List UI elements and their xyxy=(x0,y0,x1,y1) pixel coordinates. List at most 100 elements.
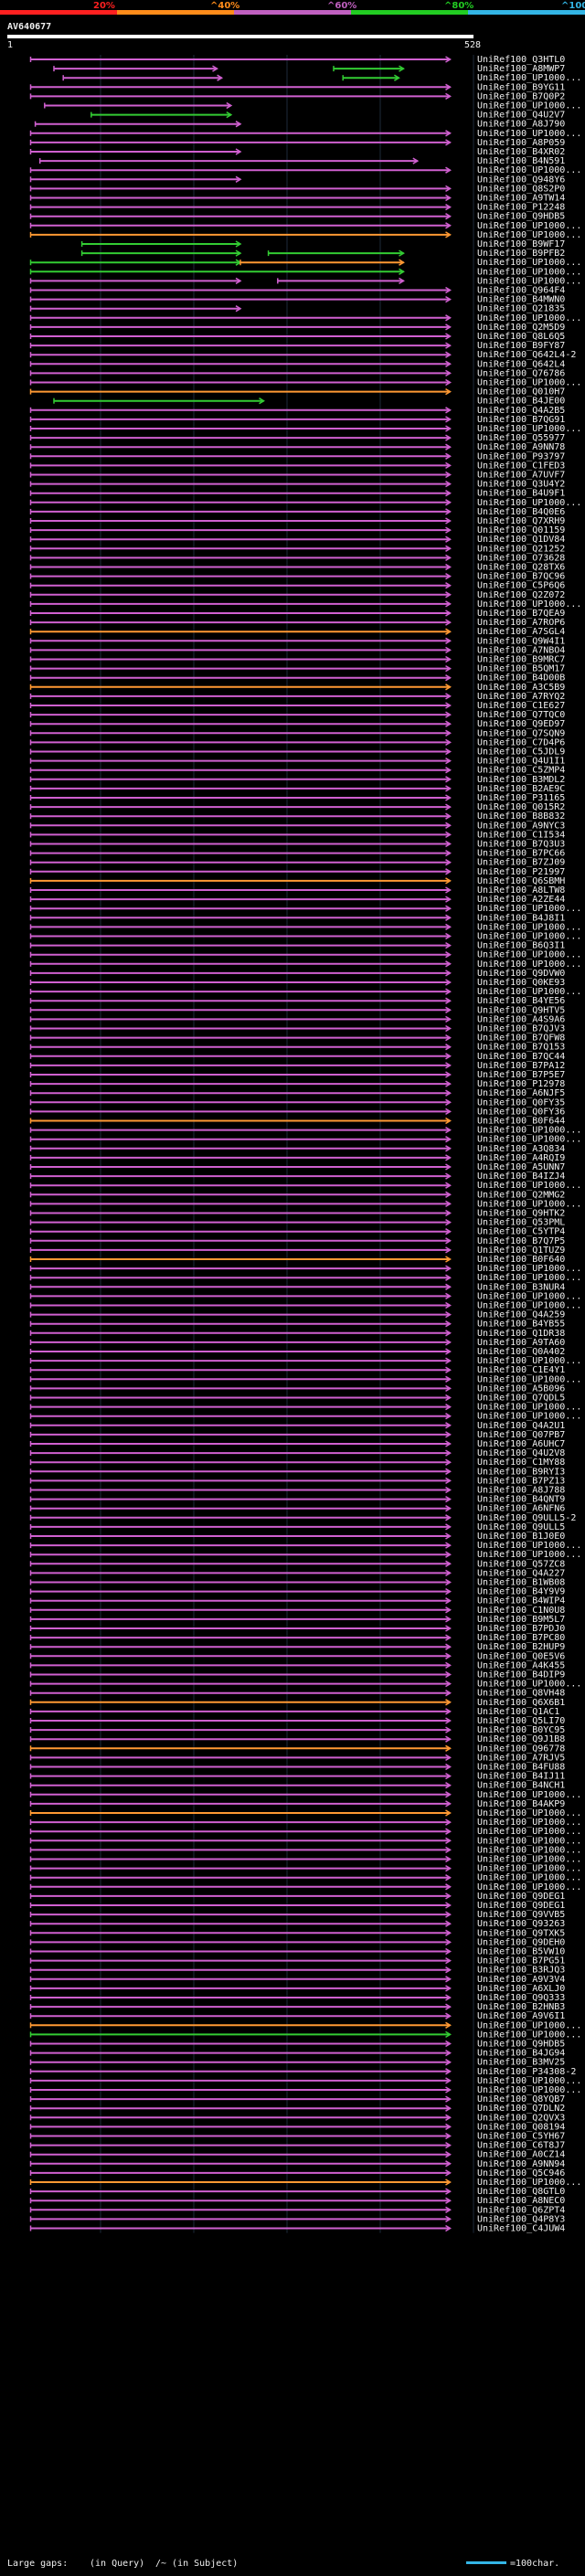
hit-label[interactable]: UniRef100_B4IZJ4 xyxy=(477,1171,565,1182)
hit-label[interactable]: UniRef100_Q2MMG2 xyxy=(477,1190,565,1200)
hit-label[interactable]: UniRef100_UP1000... xyxy=(477,424,581,434)
hit-label[interactable]: UniRef100_UP1000... xyxy=(477,1855,581,1865)
hit-label[interactable]: UniRef100_B4NCH1 xyxy=(477,1781,565,1791)
hit-label[interactable]: UniRef100_B4JE00 xyxy=(477,397,565,407)
hit-label[interactable]: UniRef100_B9RYI3 xyxy=(477,1467,565,1477)
hit-label[interactable]: UniRef100_B7PA12 xyxy=(477,1061,565,1071)
hit-label[interactable]: UniRef100_B4Q0E6 xyxy=(477,507,565,517)
hit-label[interactable]: UniRef100_Q53PML xyxy=(477,1218,565,1228)
hit-label[interactable]: UniRef100_B3MDL2 xyxy=(477,775,565,785)
hit-label[interactable]: UniRef100_UP1000... xyxy=(477,2085,581,2095)
hit-label[interactable]: UniRef100_B9YG11 xyxy=(477,82,565,92)
hit-label[interactable]: UniRef100_UP1000... xyxy=(477,950,581,960)
hit-label[interactable]: UniRef100_B7ZJ09 xyxy=(477,858,565,868)
hit-label[interactable]: UniRef100_UP1000... xyxy=(477,1291,581,1301)
hit-label[interactable]: UniRef100_Q9VVB5 xyxy=(477,1910,565,1920)
hit-label[interactable]: UniRef100_Q9HDB5 xyxy=(477,212,565,222)
hit-label[interactable]: UniRef100_Q21252 xyxy=(477,544,565,554)
hit-label[interactable]: UniRef100_A6NJF5 xyxy=(477,1088,565,1098)
hit-label[interactable]: UniRef100_A8P059 xyxy=(477,138,565,148)
hit-label[interactable]: UniRef100_Q964F4 xyxy=(477,286,565,296)
hit-label[interactable]: UniRef100_B2AE9C xyxy=(477,784,565,794)
hit-label[interactable]: UniRef100_A7SGL4 xyxy=(477,627,565,637)
hit-label[interactable]: UniRef100_Q2QVX3 xyxy=(477,2113,565,2123)
hit-label[interactable]: UniRef100_B4IJ11 xyxy=(477,1772,565,1782)
hit-label[interactable]: UniRef100_Q57ZC8 xyxy=(477,1559,565,1569)
hit-label[interactable]: UniRef100_Q9DVW0 xyxy=(477,969,565,979)
hit-label[interactable]: UniRef100_Q76786 xyxy=(477,368,565,378)
hit-label[interactable]: UniRef100_Q6SBMH xyxy=(477,876,565,886)
hit-label[interactable]: UniRef100_Q9ED97 xyxy=(477,719,565,729)
hit-label[interactable]: UniRef100_P12248 xyxy=(477,203,565,213)
hit-label[interactable]: UniRef100_B5VW10 xyxy=(477,1947,565,1957)
hit-label[interactable]: UniRef100_B4J8I1 xyxy=(477,913,565,923)
hit-label[interactable]: UniRef100_Q21835 xyxy=(477,304,565,314)
hit-label[interactable]: UniRef100_C1N0U8 xyxy=(477,1606,565,1616)
hit-label[interactable]: UniRef100_B4U9F1 xyxy=(477,489,565,499)
hit-label[interactable]: UniRef100_B4JG94 xyxy=(477,2049,565,2059)
hit-label[interactable]: UniRef100_Q9HTV5 xyxy=(477,1005,565,1015)
hit-label[interactable]: UniRef100_A8MWP7 xyxy=(477,64,565,74)
hit-label[interactable]: UniRef100_A3Q834 xyxy=(477,1144,565,1154)
hit-label[interactable]: UniRef100_Q9DEG1 xyxy=(477,1901,565,1911)
hit-label[interactable]: UniRef100_Q4A259 xyxy=(477,1310,565,1320)
hit-label[interactable]: UniRef100_B7PZ13 xyxy=(477,1476,565,1486)
hit-label[interactable]: UniRef100_Q0KE93 xyxy=(477,978,565,988)
hit-label[interactable]: UniRef100_A9NYC3 xyxy=(477,821,565,831)
hit-label[interactable]: UniRef100_Q93263 xyxy=(477,1919,565,1929)
hit-label[interactable]: UniRef100_UP1000... xyxy=(477,1403,581,1413)
hit-label[interactable]: UniRef100_C5ZMP4 xyxy=(477,766,565,776)
hit-label[interactable]: UniRef100_A5B096 xyxy=(477,1383,565,1394)
hit-label[interactable]: UniRef100_UP1000... xyxy=(477,267,581,277)
hit-label[interactable]: UniRef100_B7QEA9 xyxy=(477,609,565,619)
hit-label[interactable]: UniRef100_UP1000... xyxy=(477,1412,581,1422)
hit-label[interactable]: UniRef100_Q5LI70 xyxy=(477,1716,565,1726)
hit-label[interactable]: UniRef100_P31165 xyxy=(477,793,565,803)
hit-label[interactable]: UniRef100_B0YC95 xyxy=(477,1725,565,1735)
hit-label[interactable]: UniRef100_UP1000... xyxy=(477,932,581,942)
hit-label[interactable]: UniRef100_B4DIP9 xyxy=(477,1670,565,1680)
hit-label[interactable]: UniRef100_B7QJV3 xyxy=(477,1024,565,1034)
hit-label[interactable]: UniRef100_B5QM17 xyxy=(477,664,565,674)
hit-label[interactable]: UniRef100_B7Q7P5 xyxy=(477,1236,565,1246)
hit-label[interactable]: UniRef100_B2HNB3 xyxy=(477,2002,565,2012)
hit-label[interactable]: UniRef100_C1I534 xyxy=(477,830,565,840)
hit-label[interactable]: UniRef100_A8J788 xyxy=(477,1486,565,1496)
hit-label[interactable]: UniRef100_Q642L4 xyxy=(477,359,565,369)
hit-label[interactable]: UniRef100_A9V3V4 xyxy=(477,1975,565,1985)
hit-label[interactable]: UniRef100_A7UVF7 xyxy=(477,471,565,481)
hit-label[interactable]: UniRef100_Q9DEG1 xyxy=(477,1892,565,1902)
hit-label[interactable]: UniRef100_UP1000... xyxy=(477,1827,581,1837)
hit-label[interactable]: UniRef100_A8J790 xyxy=(477,120,565,130)
hit-label[interactable]: UniRef100_B7Q153 xyxy=(477,1043,565,1053)
hit-label[interactable]: UniRef100_Q7SQN9 xyxy=(477,728,565,738)
hit-label[interactable]: UniRef100_B4N591 xyxy=(477,156,565,166)
hit-label[interactable]: UniRef100_A4S9A6 xyxy=(477,1014,565,1024)
hit-label[interactable]: UniRef100_UP1000... xyxy=(477,1845,581,1855)
hit-label[interactable]: UniRef100_UP1000... xyxy=(477,2030,581,2040)
hit-label[interactable]: UniRef100_A9NN94 xyxy=(477,2159,565,2169)
hit-label[interactable]: UniRef100_UP1000... xyxy=(477,1836,581,1846)
hit-label[interactable]: UniRef100_UP1000... xyxy=(477,101,581,111)
hit-label[interactable]: UniRef100_B7QG91 xyxy=(477,415,565,425)
hit-label[interactable]: UniRef100_B4YE56 xyxy=(477,996,565,1006)
hit-label[interactable]: UniRef100_A0CZ14 xyxy=(477,2150,565,2160)
hit-label[interactable]: UniRef100_B7QFW8 xyxy=(477,1034,565,1044)
hit-label[interactable]: UniRef100_UP1000... xyxy=(477,1550,581,1560)
hit-label[interactable]: UniRef100_UP1000... xyxy=(477,2020,581,2030)
hit-label[interactable]: UniRef100_B7Q0P2 xyxy=(477,91,565,101)
hit-label[interactable]: UniRef100_A7RJV5 xyxy=(477,1753,565,1763)
hit-label[interactable]: UniRef100_Q1TUZ9 xyxy=(477,1246,565,1256)
hit-label[interactable]: UniRef100_B7PG51 xyxy=(477,1956,565,1966)
hit-label[interactable]: UniRef100_Q7XRH9 xyxy=(477,516,565,526)
hit-label[interactable]: UniRef100_UP1000... xyxy=(477,276,581,286)
hit-label[interactable]: UniRef100_A6XLJ0 xyxy=(477,1984,565,1994)
hit-label[interactable]: UniRef100_UP1000... xyxy=(477,1356,581,1366)
hit-label[interactable]: UniRef100_Q0A402 xyxy=(477,1347,565,1357)
hit-label[interactable]: UniRef100_A9NN78 xyxy=(477,442,565,452)
hit-label[interactable]: UniRef100_Q01159 xyxy=(477,525,565,535)
hit-label[interactable]: UniRef100_B6Q3I1 xyxy=(477,941,565,951)
hit-label[interactable]: UniRef100_Q1DV84 xyxy=(477,535,565,545)
hit-label[interactable]: UniRef100_B2HUP9 xyxy=(477,1642,565,1652)
hit-label[interactable]: UniRef100_Q07PB7 xyxy=(477,1430,565,1440)
